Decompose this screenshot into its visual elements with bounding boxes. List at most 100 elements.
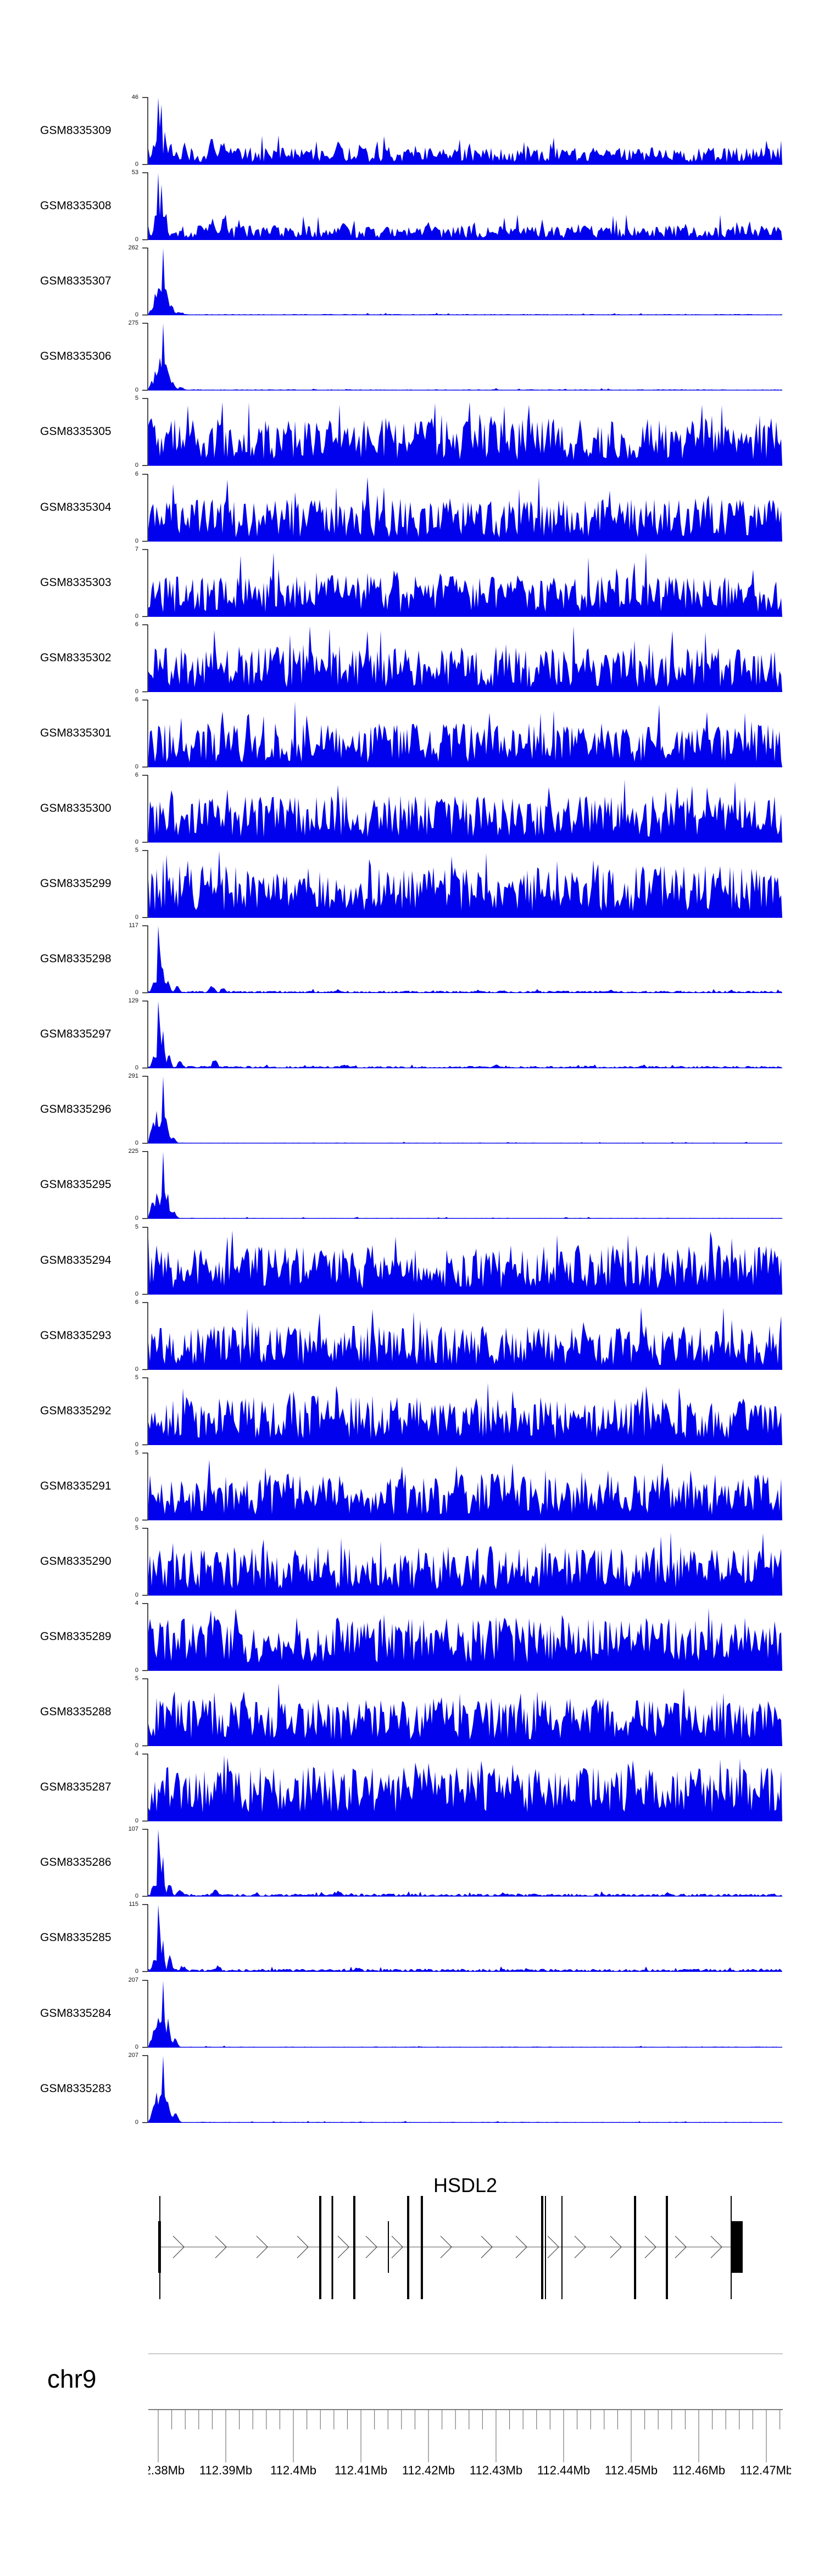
track-row: GSM8335298 117 0 bbox=[0, 922, 824, 996]
gene-name-label: HSDL2 bbox=[433, 2174, 498, 2196]
track-yaxis bbox=[142, 1226, 148, 1295]
track-yaxis bbox=[142, 1828, 148, 1897]
track-label: GSM8335295 bbox=[40, 1178, 112, 1191]
exon-mark bbox=[407, 2196, 410, 2299]
strand-direction-arrow-icon bbox=[172, 2235, 185, 2259]
track-signal-plot bbox=[148, 1830, 782, 1897]
track-ybase-label: 0 bbox=[135, 989, 138, 996]
strand-direction-arrow-icon bbox=[515, 2235, 527, 2259]
track-ymax-label: 129 bbox=[128, 997, 138, 1004]
track-ybase-label: 0 bbox=[135, 2044, 138, 2050]
track-signal-plot bbox=[148, 1382, 782, 1445]
track-ymax-label: 207 bbox=[128, 2052, 138, 2059]
exon-mark bbox=[353, 2196, 355, 2299]
track-yaxis bbox=[142, 1753, 148, 1822]
track-row: GSM8335284 207 0 bbox=[0, 1977, 824, 2050]
track-label: GSM8335308 bbox=[40, 199, 112, 212]
track-ybase-label: 0 bbox=[135, 1667, 138, 1674]
axis-tick-label: 112.42Mb bbox=[402, 2463, 455, 2477]
track-signal-plot bbox=[148, 98, 782, 165]
track-signal-plot bbox=[148, 248, 782, 315]
exon-mark bbox=[388, 2221, 389, 2273]
track-label: GSM8335288 bbox=[40, 1705, 112, 1718]
track-row: GSM8335303 7 0 bbox=[0, 546, 824, 620]
track-row: GSM8335299 5 0 bbox=[0, 847, 824, 921]
track-signal-plot bbox=[148, 1001, 782, 1068]
track-ybase-label: 0 bbox=[135, 1064, 138, 1071]
track-yaxis bbox=[142, 2055, 148, 2123]
track-label: GSM8335291 bbox=[40, 1479, 112, 1492]
track-yaxis bbox=[142, 1980, 148, 2048]
track-ybase-label: 0 bbox=[135, 1291, 138, 1297]
track-ybase-label: 0 bbox=[135, 1366, 138, 1373]
track-label: GSM8335290 bbox=[40, 1554, 112, 1568]
track-row: GSM8335291 5 0 bbox=[0, 1449, 824, 1523]
strand-direction-arrow-icon bbox=[337, 2235, 349, 2259]
track-row: GSM8335300 6 0 bbox=[0, 772, 824, 845]
track-signal-plot bbox=[148, 1152, 782, 1219]
track-label: GSM8335296 bbox=[40, 1102, 112, 1116]
track-ybase-label: 0 bbox=[135, 763, 138, 770]
track-ybase-label: 0 bbox=[135, 1516, 138, 1523]
track-row: GSM8335285 115 0 bbox=[0, 1901, 824, 1975]
track-signal-plot bbox=[148, 552, 782, 617]
track-row: GSM8335283 207 0 bbox=[0, 2052, 824, 2126]
track-label: GSM8335294 bbox=[40, 1253, 112, 1267]
track-ybase-label: 0 bbox=[135, 1742, 138, 1749]
track-yaxis bbox=[142, 699, 148, 768]
track-label: GSM8335300 bbox=[40, 801, 112, 815]
track-yaxis bbox=[142, 97, 148, 165]
track-label: GSM8335302 bbox=[40, 651, 112, 664]
track-ymax-label: 6 bbox=[135, 621, 138, 628]
track-label: GSM8335303 bbox=[40, 576, 112, 589]
strand-direction-arrow-icon bbox=[297, 2235, 309, 2259]
track-ymax-label: 4 bbox=[135, 1750, 138, 1757]
track-row: GSM8335294 5 0 bbox=[0, 1224, 824, 1297]
track-yaxis bbox=[142, 322, 148, 391]
exon-mark bbox=[544, 2196, 546, 2299]
track-ymax-label: 5 bbox=[135, 1449, 138, 1456]
track-label: GSM8335298 bbox=[40, 952, 112, 965]
track-yaxis bbox=[142, 925, 148, 994]
track-ybase-label: 0 bbox=[135, 688, 138, 695]
track-ybase-label: 0 bbox=[135, 2119, 138, 2126]
track-ybase-label: 0 bbox=[135, 1215, 138, 1222]
track-ybase-label: 0 bbox=[135, 1592, 138, 1598]
chromosome-label: chr9 bbox=[47, 2365, 97, 2393]
track-ybase-label: 0 bbox=[135, 1893, 138, 1899]
track-ymax-label: 262 bbox=[128, 244, 138, 251]
track-row: GSM8335307 262 0 bbox=[0, 244, 824, 318]
track-ymax-label: 225 bbox=[128, 1148, 138, 1155]
track-label: GSM8335299 bbox=[40, 877, 112, 890]
track-row: GSM8335305 5 0 bbox=[0, 395, 824, 469]
exon-mark bbox=[561, 2196, 563, 2299]
track-signal-plot bbox=[148, 779, 782, 843]
strand-direction-arrow-icon bbox=[547, 2235, 559, 2259]
track-signal-plot bbox=[148, 701, 782, 767]
track-row: GSM8335302 6 0 bbox=[0, 621, 824, 695]
track-signal-plot bbox=[148, 1905, 782, 1972]
track-ymax-label: 6 bbox=[135, 1299, 138, 1306]
track-ymax-label: 7 bbox=[135, 546, 138, 553]
track-row: GSM8335306 275 0 bbox=[0, 320, 824, 393]
track-yaxis bbox=[142, 850, 148, 918]
track-signal-plot bbox=[148, 1532, 782, 1596]
track-ymax-label: 5 bbox=[135, 1374, 138, 1381]
strand-direction-arrow-icon bbox=[256, 2235, 268, 2259]
track-ybase-label: 0 bbox=[135, 161, 138, 168]
exon-mark bbox=[158, 2221, 161, 2273]
track-row: GSM8335293 6 0 bbox=[0, 1299, 824, 1373]
track-label: GSM8335284 bbox=[40, 2006, 112, 2020]
track-ybase-label: 0 bbox=[135, 613, 138, 620]
strand-direction-arrow-icon bbox=[215, 2235, 227, 2259]
track-row: GSM8335295 225 0 bbox=[0, 1148, 824, 1222]
track-ymax-label: 291 bbox=[128, 1073, 138, 1079]
track-ybase-label: 0 bbox=[135, 462, 138, 469]
track-signal-plot bbox=[148, 1307, 782, 1370]
track-label: GSM8335293 bbox=[40, 1329, 112, 1342]
track-signal-plot bbox=[148, 1608, 782, 1671]
track-row: GSM8335297 129 0 bbox=[0, 997, 824, 1071]
track-ymax-label: 275 bbox=[128, 320, 138, 326]
track-label: GSM8335306 bbox=[40, 349, 112, 363]
